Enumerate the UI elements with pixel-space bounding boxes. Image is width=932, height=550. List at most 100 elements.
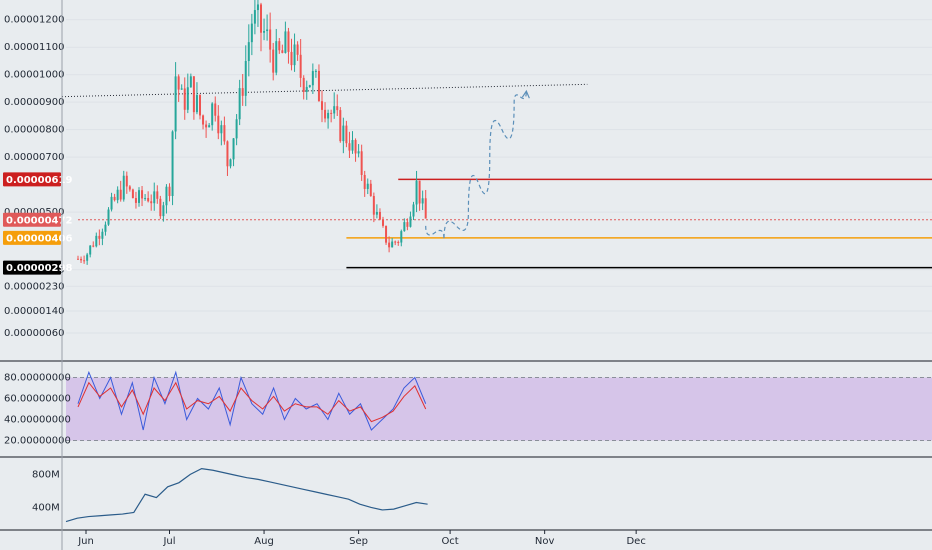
candle-body	[272, 49, 275, 73]
candle-body	[141, 190, 144, 199]
candle-body	[278, 41, 281, 51]
candle-body	[266, 29, 269, 32]
candle-body	[86, 254, 89, 261]
level-badge-support	[3, 230, 61, 245]
time-axis-label: Nov	[535, 536, 555, 547]
candle-body	[424, 198, 427, 219]
candle-body	[263, 31, 266, 33]
candle-body	[354, 140, 357, 154]
candle-body	[189, 76, 192, 88]
candle-body	[247, 42, 250, 62]
candle-body	[385, 225, 388, 243]
candle-body	[217, 115, 220, 134]
candle-body	[199, 95, 201, 116]
candle-body	[186, 87, 189, 110]
candle-body	[214, 103, 217, 116]
candle-body	[388, 242, 391, 248]
candle-body	[342, 125, 345, 142]
candle-body	[205, 124, 208, 128]
candle-body	[229, 159, 232, 167]
level-badge-label-support: 0.00000406	[6, 233, 72, 244]
candle-body	[244, 61, 247, 96]
candle-body	[220, 125, 223, 134]
candle-body	[260, 4, 262, 33]
candle-body	[138, 190, 140, 203]
candle-body	[391, 241, 394, 248]
candle-body	[107, 209, 110, 225]
candle-body	[211, 103, 214, 126]
candle-body	[281, 50, 284, 53]
candle-body	[110, 196, 113, 210]
candle-body	[77, 258, 79, 260]
stoch-rsi-tick-label: 40.00000000	[4, 415, 71, 426]
candle-body	[394, 241, 397, 243]
level-badge-current-price	[3, 212, 61, 227]
time-axis-label: Dec	[626, 536, 645, 547]
candle-body	[250, 23, 253, 43]
candle-body	[128, 186, 131, 190]
candle-body	[162, 205, 165, 217]
candle-body	[375, 211, 378, 215]
obv-line	[65, 467, 428, 523]
candle-body	[80, 258, 83, 261]
level-badge-resistance	[3, 172, 61, 187]
stoch-rsi-pane[interactable]: 80.00000000 60.00000000 40.00000000 20.0000…	[4, 370, 932, 447]
candle-body	[89, 245, 92, 255]
candle-body	[192, 76, 195, 113]
candle-body	[330, 112, 333, 114]
obv-line	[65, 467, 428, 523]
candle-body	[421, 198, 424, 204]
obv-tick-label: 400M	[32, 502, 60, 513]
obv-pane[interactable]: 800M 400M	[32, 467, 428, 523]
candle-body	[223, 125, 226, 142]
candle-body	[314, 70, 317, 72]
trendline-dotted	[61, 83, 588, 98]
level-badge-low	[3, 260, 61, 275]
candle-body	[333, 106, 336, 114]
candle-body	[336, 106, 339, 111]
candle-body	[372, 196, 375, 215]
candle-body	[284, 31, 287, 53]
candle-body	[101, 231, 104, 239]
candlestick-series	[77, 0, 427, 265]
candle-body	[153, 191, 156, 204]
candle-body	[415, 180, 418, 205]
candle-body	[253, 10, 256, 24]
candle-body	[156, 191, 159, 199]
candle-body	[241, 88, 244, 96]
price-tick-label: 0.00000140	[4, 306, 64, 317]
candle-body	[150, 201, 153, 204]
candle-body	[208, 125, 211, 128]
candle-body	[98, 235, 101, 239]
candle-body	[287, 31, 290, 52]
time-axis-label: Sep	[349, 536, 368, 547]
candle-body	[269, 29, 272, 50]
level-badge-label-current-price: 0.00000472	[6, 215, 72, 226]
projection-arrowhead	[521, 89, 530, 99]
candle-body	[324, 109, 327, 119]
candle-body	[302, 77, 305, 92]
candle-body	[348, 143, 351, 151]
stoch-rsi-line-d	[77, 381, 427, 423]
candle-body	[363, 174, 366, 189]
stoch-rsi-tick-label: 60.00000000	[4, 394, 71, 405]
candle-body	[339, 110, 342, 142]
price-tick-label: 0.00000500	[4, 207, 64, 218]
candle-body	[308, 85, 311, 87]
candle-body	[159, 198, 162, 217]
candle-body	[92, 245, 95, 247]
candle-body	[83, 260, 86, 262]
stoch-rsi-tick-label: 20.00000000	[4, 436, 71, 447]
candle-body	[177, 76, 180, 90]
price-grid	[66, 19, 932, 334]
time-axis-label: Aug	[254, 536, 274, 547]
candle-body	[165, 186, 168, 206]
price-pane[interactable]: 0.00001200 0.00001100 0.00001000 0.00000900…	[3, 0, 932, 339]
candle-body	[409, 216, 412, 227]
candle-body	[311, 71, 314, 86]
candle-body	[171, 131, 174, 196]
candle-body	[275, 41, 278, 73]
